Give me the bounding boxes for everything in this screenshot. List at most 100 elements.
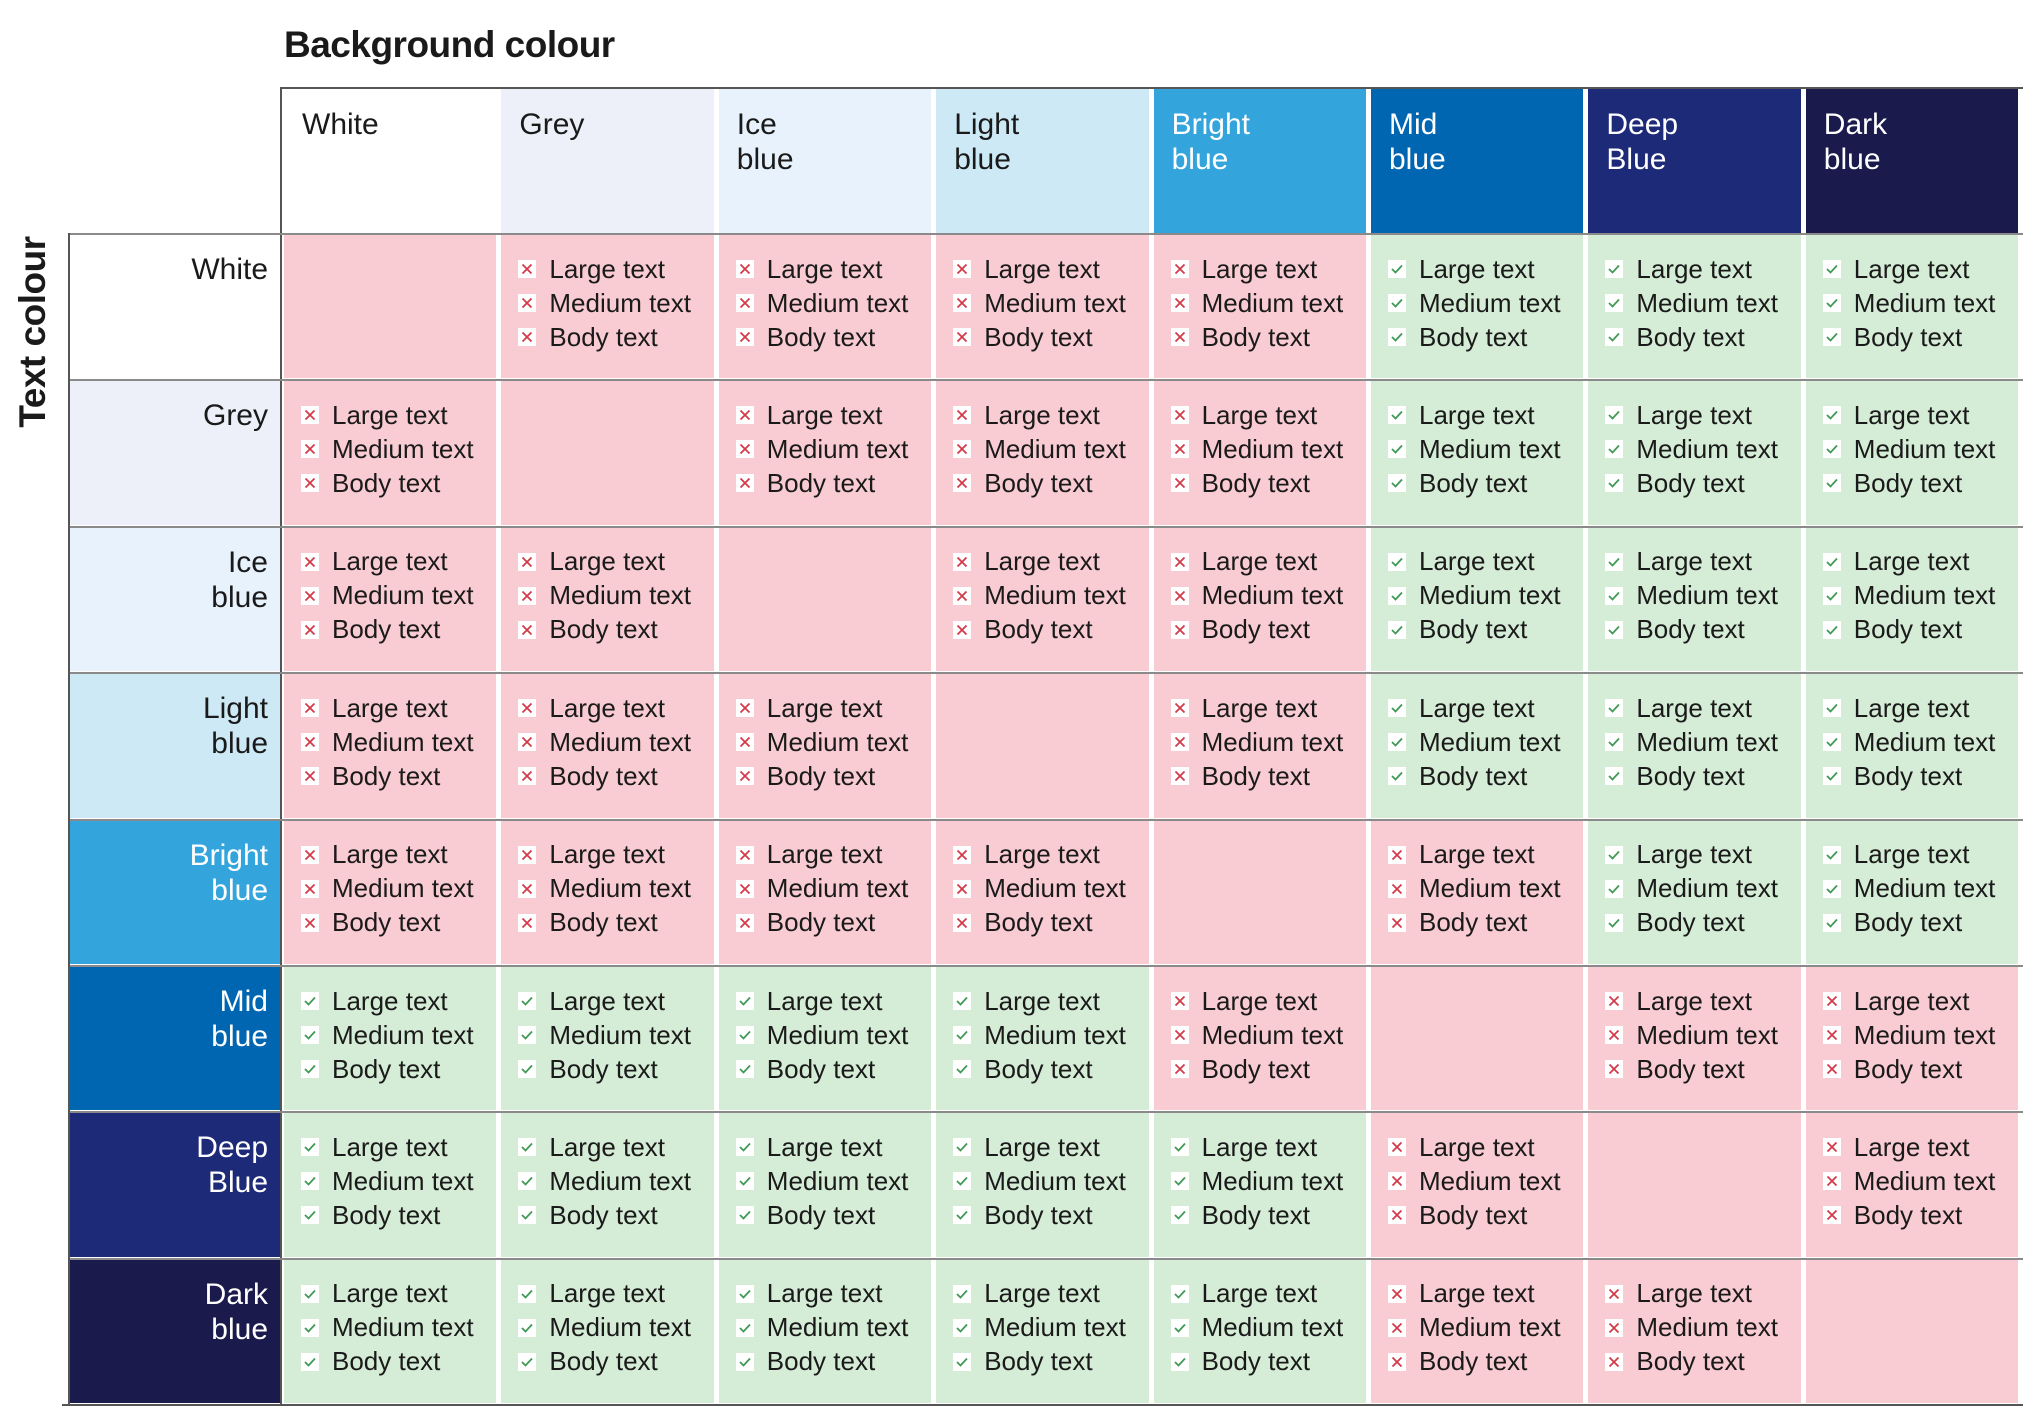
criterion-text: Large text — [1636, 253, 1753, 284]
fail-icon — [1388, 879, 1406, 898]
cell: Large text Medium text Body text — [718, 1259, 932, 1404]
pass-icon — [1822, 294, 1841, 312]
pass-icon — [1822, 474, 1841, 493]
cell: Large text Medium text Body text — [718, 235, 932, 379]
criterion: Body text — [952, 906, 1148, 940]
criterion-text: Large text — [332, 692, 448, 723]
row-label: Bright blue — [70, 819, 280, 964]
criterion-text: Medium text — [1853, 726, 1996, 757]
fail-icon — [1822, 992, 1841, 1010]
criterion: Body text — [1170, 466, 1366, 500]
fail-icon — [301, 586, 319, 605]
row-label: Mid blue — [70, 966, 280, 1111]
fail-icon — [1170, 406, 1189, 425]
criterion: Body text — [1822, 613, 2018, 647]
fail-icon — [1605, 1026, 1624, 1044]
criterion: Medium text — [1387, 579, 1583, 613]
pass-icon — [1605, 440, 1624, 459]
pass-icon — [301, 1352, 319, 1371]
fail-icon — [518, 586, 537, 605]
pass-icon — [1388, 767, 1406, 786]
fail-icon — [518, 699, 537, 718]
pass-icon — [301, 1318, 319, 1337]
criterion-text: Body text — [1853, 760, 1963, 791]
criterion-text: Large text — [1201, 253, 1318, 284]
pass-icon — [1822, 913, 1841, 932]
criterion-text: Body text — [1201, 1199, 1310, 1230]
criterion: Large text — [1387, 838, 1583, 872]
fail-icon — [1822, 1172, 1841, 1191]
criterion: Medium text — [1170, 1311, 1366, 1345]
criterion-text: Large text — [984, 839, 1100, 870]
criterion-text: Medium text — [549, 580, 691, 611]
criterion: Large text — [300, 545, 496, 579]
bottom-rule — [62, 1404, 2023, 1406]
criterion: Medium text — [300, 1311, 496, 1345]
criterion-text: Medium text — [1853, 1019, 1996, 1050]
fail-icon — [735, 474, 754, 493]
pass-icon — [518, 1352, 537, 1371]
criterion-text: Large text — [984, 1131, 1100, 1162]
cell: Large text Medium text Body text — [936, 235, 1149, 379]
criterion-text: Medium text — [984, 287, 1126, 318]
criterion: Large text — [1604, 252, 1800, 286]
row-label: Grey — [70, 380, 280, 525]
criterion-text: Large text — [1636, 985, 1753, 1016]
criterion: Body text — [517, 613, 713, 647]
criterion-text: Medium text — [549, 287, 691, 318]
criterion-text: Large text — [1853, 253, 1970, 284]
criterion-text: Large text — [766, 1131, 883, 1162]
pass-icon — [735, 1026, 754, 1044]
pass-icon — [1605, 845, 1624, 864]
criterion: Medium text — [735, 1311, 931, 1345]
pass-icon — [1388, 294, 1406, 312]
fail-icon — [953, 913, 972, 932]
criterion: Body text — [1387, 320, 1583, 354]
criterion: Body text — [300, 613, 496, 647]
column-header: Ice blue — [718, 89, 932, 234]
column-header: Light blue — [936, 89, 1149, 234]
fail-icon — [1605, 1060, 1624, 1078]
criterion: Large text — [1387, 398, 1583, 432]
criterion-text: Large text — [549, 1131, 666, 1162]
criterion-text: Large text — [766, 692, 883, 723]
criterion-text: Body text — [766, 467, 876, 498]
criterion-text: Body text — [1201, 614, 1310, 645]
row-label: White — [70, 234, 280, 379]
criterion: Large text — [952, 398, 1148, 432]
criterion: Medium text — [952, 1018, 1148, 1052]
cell: Large text Medium text Body text — [718, 967, 932, 1111]
criterion-text: Large text — [1201, 399, 1318, 430]
pass-icon — [518, 1318, 537, 1337]
criterion-text: Large text — [1201, 1278, 1318, 1309]
criterion: Body text — [517, 1345, 713, 1379]
criterion: Medium text — [1170, 432, 1366, 466]
criterion: Medium text — [300, 725, 496, 759]
column-header: Deep Blue — [1588, 89, 1801, 234]
criterion: Medium text — [517, 1018, 713, 1052]
fail-icon — [518, 552, 537, 571]
pass-icon — [1822, 552, 1841, 571]
fail-icon — [301, 552, 319, 571]
fail-icon — [735, 440, 754, 459]
fail-icon — [1170, 767, 1189, 786]
criterion-text: Large text — [1419, 399, 1535, 430]
cell: Large text Medium text Body text — [1805, 674, 2019, 818]
criterion: Medium text — [1822, 1164, 2018, 1198]
criterion: Medium text — [300, 579, 496, 613]
criterion-text: Medium text — [332, 433, 474, 464]
fail-icon — [1170, 440, 1189, 459]
pass-icon — [1388, 328, 1406, 346]
pass-icon — [1388, 260, 1406, 278]
criterion-text: Medium text — [984, 873, 1126, 904]
criterion-text: Large text — [1853, 399, 1970, 430]
pass-icon — [301, 1172, 319, 1191]
fail-icon — [518, 620, 537, 639]
fail-icon — [518, 294, 537, 312]
cell: Large text Medium text Body text — [936, 1113, 1149, 1257]
pass-icon — [1822, 699, 1841, 718]
pass-icon — [1822, 767, 1841, 786]
criterion: Body text — [1604, 1345, 1800, 1379]
criterion-text: Medium text — [984, 580, 1126, 611]
fail-icon — [518, 913, 537, 932]
